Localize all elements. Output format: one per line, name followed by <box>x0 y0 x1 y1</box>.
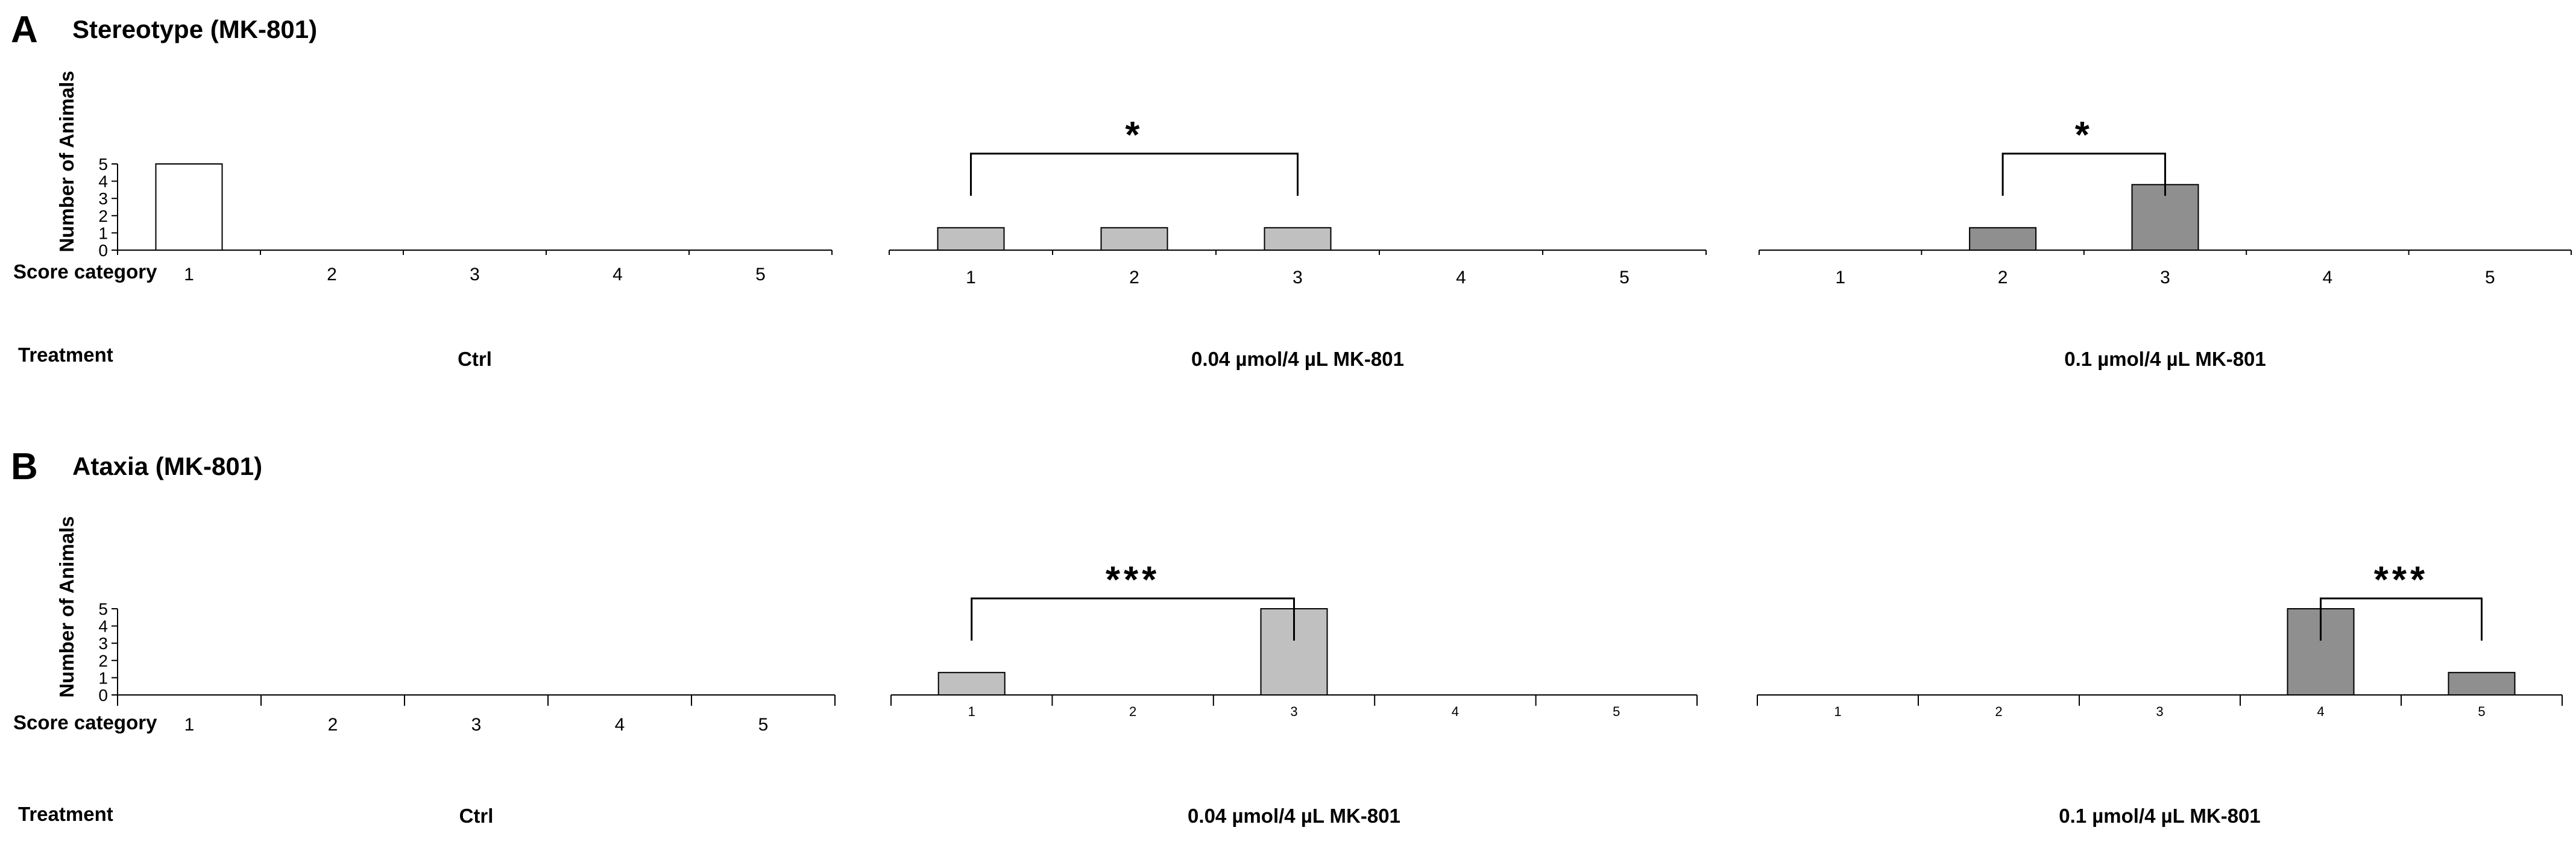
bar-plot-a-3: 1 2 3 4 5 0.1 µmol/4 µL MK-801 * <box>1759 115 2572 370</box>
x-tick-label: 1 <box>1834 704 1841 719</box>
x-tick-label: 1 <box>184 265 194 284</box>
x-tick-label: 1 <box>966 268 976 287</box>
bar-plot-a-2: 1 2 3 4 5 0.04 µmol/4 µL MK-801 * <box>889 115 1707 370</box>
x-tick-label: 5 <box>2478 704 2485 719</box>
significance-label: *** <box>2374 559 2428 601</box>
treatment-label-a: Treatment <box>18 344 113 366</box>
x-tick-label: 3 <box>2156 704 2163 719</box>
x-tick-label: 2 <box>328 715 338 735</box>
significance-label: * <box>2075 115 2093 156</box>
y-axis-label-a: Number of Animals <box>55 71 78 252</box>
bar <box>155 163 223 251</box>
panel-letter-a: A <box>11 9 38 51</box>
x-tick-label: 4 <box>613 265 623 284</box>
significance-bracket <box>970 152 1299 196</box>
x-tick-label: 2 <box>1998 268 2008 287</box>
significance-bracket <box>2320 597 2483 641</box>
score-category-label-b: Score category <box>13 711 157 734</box>
x-tick-label: 4 <box>1456 268 1466 287</box>
y-tick-label: 0 <box>98 686 108 705</box>
x-tick-label: 3 <box>1290 704 1297 719</box>
y-tick-label: 2 <box>98 652 108 670</box>
panel-title-a: Stereotype (MK-801) <box>72 15 317 43</box>
x-tick-label: 1 <box>968 704 975 719</box>
x-tick-label: 3 <box>1293 268 1303 287</box>
x-tick-label: 5 <box>1619 268 1630 287</box>
bar <box>1264 227 1332 251</box>
y-tick-label: 5 <box>98 600 108 618</box>
x-tick-label: 2 <box>1995 704 2002 719</box>
x-tick-label: 4 <box>2323 268 2333 287</box>
bar-plot-b-2: 1 2 3 4 5 0.04 µmol/4 µL MK-801 *** <box>890 559 1698 827</box>
y-tick-label: 4 <box>98 617 108 636</box>
significance-label: * <box>1125 115 1143 156</box>
y-tick-label: 0 <box>98 241 108 260</box>
x-tick-label: 5 <box>755 265 766 284</box>
panel-title-b: Ataxia (MK-801) <box>72 452 262 480</box>
significance-bracket <box>2001 152 2166 196</box>
x-tick-label: 3 <box>470 265 480 284</box>
significance-label: *** <box>1106 559 1160 601</box>
x-tick-label: 5 <box>1613 704 1620 719</box>
bar-plot-b-3: 1 2 3 4 5 0.1 µmol/4 µL MK-801 *** <box>1757 559 2563 827</box>
y-axis-label-b: Number of Animals <box>55 516 78 697</box>
x-tick-label: 4 <box>1452 704 1459 719</box>
bar <box>2448 671 2516 696</box>
panel-letter-b: B <box>11 446 38 488</box>
treatment-name: Ctrl <box>458 348 492 370</box>
y-tick-label: 4 <box>98 172 108 191</box>
x-tick-label: 5 <box>2485 268 2495 287</box>
y-tick-label: 1 <box>98 224 108 242</box>
significance-bracket <box>971 597 1295 641</box>
x-tick-label: 5 <box>758 715 769 735</box>
x-tick-label: 4 <box>615 715 625 735</box>
x-tick-label: 3 <box>2160 268 2170 287</box>
treatment-name: Ctrl <box>459 805 494 827</box>
bar <box>937 671 1006 696</box>
bar <box>1969 227 2037 251</box>
treatment-name: 0.04 µmol/4 µL MK-801 <box>1191 348 1404 370</box>
y-tick-label: 3 <box>98 634 108 653</box>
y-tick-label: 2 <box>98 207 108 225</box>
x-tick-label: 1 <box>1835 268 1845 287</box>
x-tick-label: 3 <box>471 715 482 735</box>
treatment-label-b: Treatment <box>18 803 113 825</box>
x-tick-label: 2 <box>1129 704 1136 719</box>
x-tick-label: 1 <box>184 715 195 735</box>
y-tick-label: 3 <box>98 189 108 208</box>
y-tick-label: 1 <box>98 668 108 687</box>
treatment-name: 0.1 µmol/4 µL MK-801 <box>2064 348 2266 370</box>
bar <box>1100 227 1168 251</box>
x-tick-label: 2 <box>327 265 337 284</box>
y-tick-label: 5 <box>98 155 108 174</box>
score-category-label-a: Score category <box>13 260 157 283</box>
treatment-name: 0.04 µmol/4 µL MK-801 <box>1188 805 1400 827</box>
x-tick-label: 4 <box>2317 704 2324 719</box>
treatment-name: 0.1 µmol/4 µL MK-801 <box>2059 805 2261 827</box>
bar <box>937 227 1005 251</box>
x-tick-label: 2 <box>1129 268 1139 287</box>
